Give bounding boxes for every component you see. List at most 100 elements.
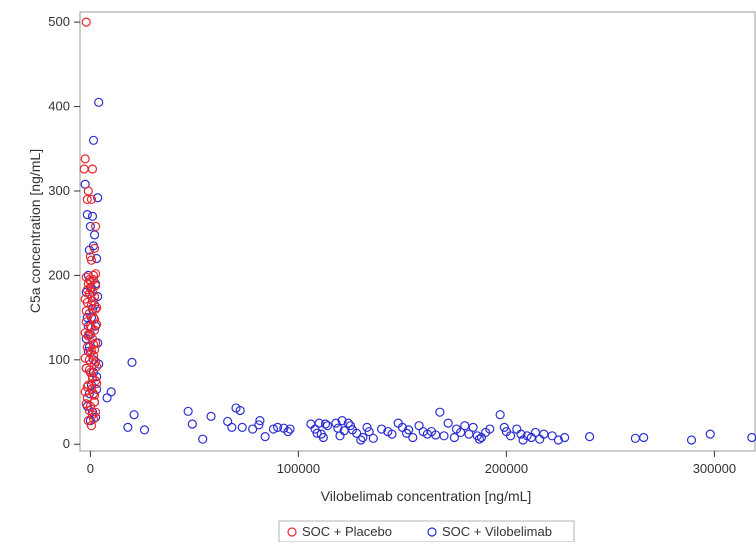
- point-soc-vilobelimab: [102, 393, 112, 403]
- legend-marker-soc-vilobelimab: [427, 527, 437, 537]
- point-soc-placebo: [79, 164, 89, 174]
- point-soc-placebo: [92, 361, 102, 372]
- point-soc-vilobelimab: [260, 432, 270, 442]
- point-soc-placebo: [81, 306, 91, 316]
- point-soc-placebo: [82, 285, 92, 295]
- point-soc-placebo: [89, 314, 100, 324]
- legend-label-soc-vilobelimab: SOC + Vilobelimab: [442, 524, 552, 539]
- point-soc-vilobelimab: [456, 427, 466, 438]
- point-soc-vilobelimab: [358, 432, 368, 443]
- point-soc-vilobelimab: [106, 387, 116, 397]
- point-soc-vilobelimab: [82, 210, 92, 220]
- point-soc-vilobelimab: [499, 422, 509, 432]
- y-tick-label: 200: [48, 267, 70, 282]
- point-soc-placebo: [82, 194, 92, 205]
- point-soc-placebo: [81, 399, 91, 409]
- point-soc-vilobelimab: [129, 410, 139, 420]
- point-soc-vilobelimab: [362, 422, 372, 432]
- point-soc-vilobelimab: [87, 211, 98, 221]
- point-soc-vilobelimab: [414, 421, 424, 431]
- point-soc-placebo: [85, 276, 96, 286]
- point-soc-vilobelimab: [312, 428, 322, 438]
- point-soc-vilobelimab: [187, 419, 197, 429]
- point-soc-placebo: [89, 291, 100, 302]
- point-soc-vilobelimab: [368, 433, 378, 443]
- point-soc-vilobelimab: [547, 431, 557, 441]
- point-soc-vilobelimab: [92, 253, 102, 264]
- point-soc-vilobelimab: [89, 230, 100, 240]
- point-soc-vilobelimab: [318, 432, 328, 443]
- point-soc-placebo: [89, 243, 100, 253]
- point-soc-placebo: [89, 325, 100, 335]
- point-soc-vilobelimab: [139, 425, 150, 435]
- point-soc-vilobelimab: [468, 422, 478, 432]
- point-soc-vilobelimab: [237, 422, 247, 432]
- legend-marker-soc-placebo: [287, 527, 297, 537]
- point-soc-vilobelimab: [516, 429, 526, 439]
- point-soc-vilobelimab: [553, 435, 564, 445]
- point-soc-vilobelimab: [335, 431, 345, 441]
- point-soc-vilobelimab: [285, 424, 295, 434]
- point-soc-placebo: [92, 302, 102, 313]
- point-soc-vilobelimab: [449, 432, 459, 443]
- point-soc-vilobelimab: [93, 193, 103, 203]
- point-soc-vilobelimab: [356, 435, 366, 445]
- point-soc-placebo: [84, 365, 94, 375]
- point-soc-vilobelimab: [505, 431, 516, 441]
- point-soc-placebo: [80, 294, 90, 304]
- y-axis-title: C5a concentration [ng/mL]: [27, 149, 43, 313]
- y-tick-label: 100: [48, 352, 70, 367]
- point-soc-vilobelimab: [223, 416, 233, 427]
- point-soc-vilobelimab: [198, 434, 208, 444]
- point-soc-placebo: [87, 164, 98, 174]
- point-soc-placebo: [89, 345, 100, 355]
- point-soc-vilobelimab: [337, 416, 347, 426]
- point-soc-placebo: [92, 378, 102, 389]
- point-soc-vilobelimab: [404, 425, 414, 435]
- point-soc-vilobelimab: [443, 418, 453, 428]
- point-soc-placebo: [86, 255, 97, 265]
- point-soc-placebo: [88, 414, 99, 424]
- point-soc-vilobelimab: [522, 431, 532, 441]
- point-soc-placebo: [92, 319, 102, 329]
- point-soc-placebo: [80, 328, 90, 338]
- point-soc-vilobelimab: [495, 410, 505, 420]
- x-tick-label: 0: [87, 461, 94, 476]
- point-soc-placebo: [90, 304, 101, 314]
- point-soc-vilobelimab: [85, 221, 96, 232]
- point-soc-vilobelimab: [306, 419, 316, 429]
- point-soc-vilobelimab: [255, 416, 265, 426]
- point-soc-vilobelimab: [539, 429, 549, 439]
- point-soc-vilobelimab: [183, 406, 193, 416]
- point-soc-vilobelimab: [408, 432, 418, 443]
- point-soc-vilobelimab: [84, 245, 94, 255]
- point-soc-vilobelimab: [377, 424, 387, 434]
- point-soc-vilobelimab: [314, 418, 324, 428]
- point-soc-placebo: [82, 382, 92, 392]
- point-soc-vilobelimab: [460, 421, 470, 431]
- point-soc-placebo: [80, 154, 90, 164]
- x-tick-label: 100000: [277, 461, 320, 476]
- point-soc-vilobelimab: [584, 432, 595, 442]
- x-tick-label: 200000: [485, 461, 528, 476]
- point-soc-vilobelimab: [630, 433, 640, 443]
- point-soc-placebo: [89, 390, 100, 400]
- point-soc-placebo: [80, 353, 90, 363]
- point-soc-vilobelimab: [352, 428, 362, 438]
- legend: SOC + Placebo SOC + Vilobelimab: [278, 520, 575, 543]
- point-soc-vilobelimab: [639, 432, 649, 443]
- point-soc-vilobelimab: [387, 429, 397, 439]
- point-soc-vilobelimab: [320, 419, 331, 429]
- point-soc-placebo: [90, 221, 101, 232]
- point-soc-vilobelimab: [474, 434, 484, 444]
- point-soc-vilobelimab: [512, 424, 522, 434]
- x-tick-label: 300000: [693, 461, 736, 476]
- point-soc-vilobelimab: [123, 422, 133, 432]
- point-soc-vilobelimab: [705, 429, 715, 439]
- plot-area-frame: [79, 11, 756, 452]
- point-soc-vilobelimab: [127, 357, 137, 367]
- point-soc-vilobelimab: [331, 418, 341, 428]
- point-soc-placebo: [83, 416, 93, 426]
- point-soc-vilobelimab: [273, 422, 283, 432]
